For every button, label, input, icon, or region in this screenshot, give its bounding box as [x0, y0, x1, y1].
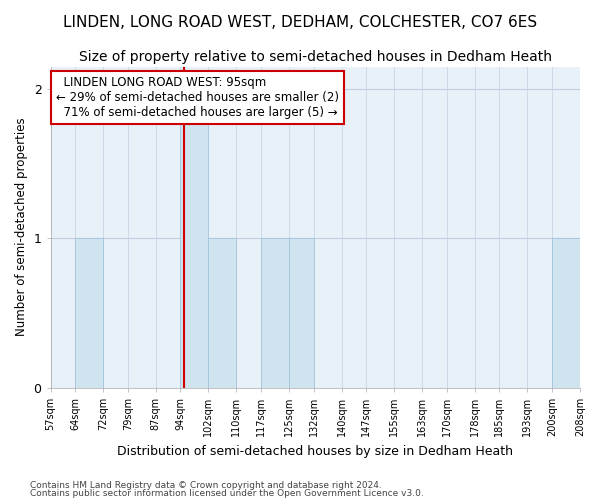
Bar: [181, 89, 208, 388]
Y-axis label: Number of semi-detached properties: Number of semi-detached properties: [15, 118, 28, 336]
X-axis label: Distribution of semi-detached houses by size in Dedham Heath: Distribution of semi-detached houses by …: [117, 444, 513, 458]
Bar: [552, 238, 580, 388]
Bar: [289, 238, 314, 388]
Text: LINDEN, LONG ROAD WEST, DEDHAM, COLCHESTER, CO7 6ES: LINDEN, LONG ROAD WEST, DEDHAM, COLCHEST…: [63, 15, 537, 30]
Title: Size of property relative to semi-detached houses in Dedham Heath: Size of property relative to semi-detach…: [79, 50, 552, 64]
Bar: [75, 238, 103, 388]
Text: Contains public sector information licensed under the Open Government Licence v3: Contains public sector information licen…: [30, 489, 424, 498]
Text: Contains HM Land Registry data © Crown copyright and database right 2024.: Contains HM Land Registry data © Crown c…: [30, 480, 382, 490]
Bar: [208, 238, 236, 388]
Text: LINDEN LONG ROAD WEST: 95sqm
← 29% of semi-detached houses are smaller (2)
  71%: LINDEN LONG ROAD WEST: 95sqm ← 29% of se…: [56, 76, 339, 119]
Bar: [261, 238, 289, 388]
